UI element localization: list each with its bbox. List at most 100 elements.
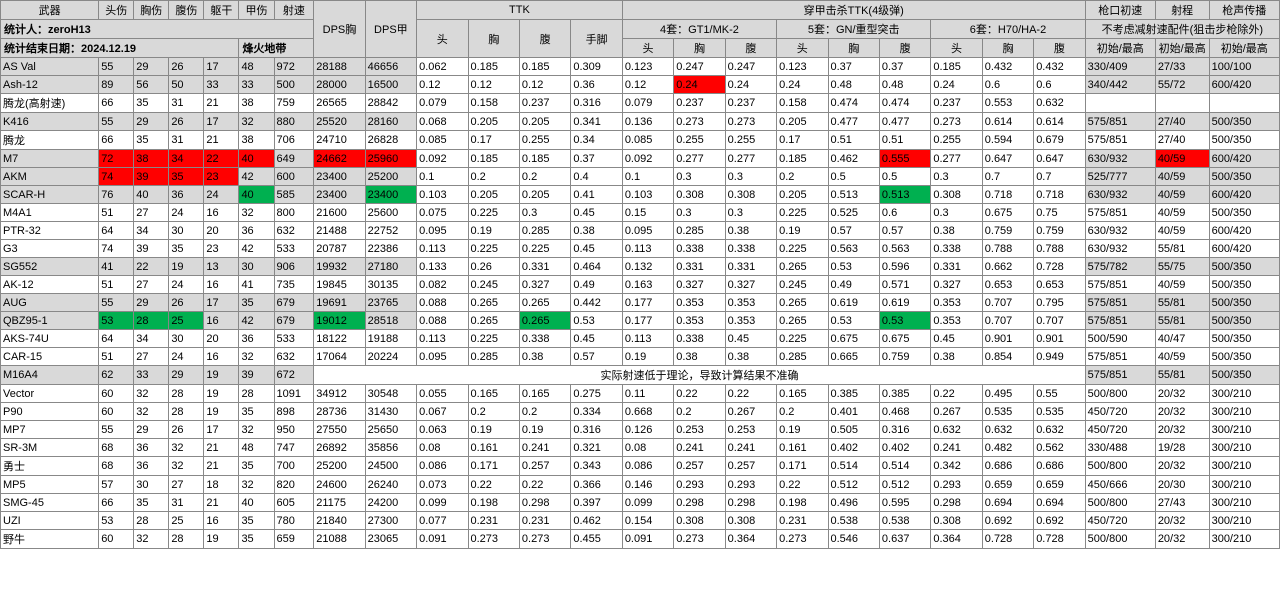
cell: 500/350 <box>1209 312 1279 330</box>
weapon-name: Vector <box>1 385 99 403</box>
cell: 26 <box>169 294 204 312</box>
cell: 24 <box>169 204 204 222</box>
cell: 0.308 <box>674 512 725 530</box>
cell: 0.2 <box>468 168 519 186</box>
cell: 0.273 <box>725 113 776 131</box>
cell: 40 <box>134 186 169 204</box>
cell: 16500 <box>365 76 416 94</box>
cell: 19 <box>204 385 239 403</box>
cell: 35 <box>134 131 169 150</box>
cell: 16 <box>204 312 239 330</box>
cell: 0.505 <box>828 421 879 439</box>
cell: 300/210 <box>1209 457 1279 476</box>
cell: 55/81 <box>1155 366 1209 385</box>
cell: 29 <box>134 421 169 439</box>
table-row: AS Val552926174897228188466560.0620.1850… <box>1 58 1280 76</box>
cell: 0.327 <box>931 276 982 294</box>
cell: 28 <box>239 385 274 403</box>
cell: 0.675 <box>982 204 1033 222</box>
cell: 35 <box>239 457 274 476</box>
weapon-name: M4A1 <box>1 204 99 222</box>
cell: 0.632 <box>931 421 982 439</box>
cell: 21 <box>204 131 239 150</box>
cell: 0.205 <box>519 113 570 131</box>
cell: 0.402 <box>828 439 879 457</box>
cell: 76 <box>99 186 134 204</box>
cell: 28736 <box>314 403 365 421</box>
cell: 820 <box>274 476 314 494</box>
cell: 0.41 <box>571 186 622 204</box>
cell: 0.53 <box>828 312 879 330</box>
table-row: 勇士683632213570025200245000.0860.1710.257… <box>1 457 1280 476</box>
cell: 39 <box>239 366 274 385</box>
a5-belly: 腹 <box>879 39 930 58</box>
cell: 0.512 <box>828 476 879 494</box>
armor-set6: 6套：H70/HA-2 <box>931 20 1085 39</box>
cell: 0.185 <box>777 150 828 168</box>
cell: 29 <box>134 58 169 76</box>
cell: 0.728 <box>1034 258 1085 276</box>
cell: 0.293 <box>674 476 725 494</box>
cell: 759 <box>274 94 314 113</box>
cell: 0.331 <box>931 258 982 276</box>
cell: 26 <box>169 58 204 76</box>
cell: 35856 <box>365 439 416 457</box>
cell: 0.265 <box>519 294 570 312</box>
cell: 0.198 <box>468 494 519 512</box>
cell: 57 <box>99 476 134 494</box>
weapon-name: Ash-12 <box>1 76 99 94</box>
cell: 0.253 <box>725 421 776 439</box>
cell: 23400 <box>314 168 365 186</box>
cell: 55 <box>99 113 134 131</box>
cell: 0.477 <box>828 113 879 131</box>
cell: 0.22 <box>468 476 519 494</box>
cell: 0.086 <box>417 457 468 476</box>
cell: 0.298 <box>519 494 570 512</box>
cell: 0.1 <box>417 168 468 186</box>
cell: 0.247 <box>674 58 725 76</box>
cell: 898 <box>274 403 314 421</box>
cell: 21840 <box>314 512 365 530</box>
cell: 880 <box>274 113 314 131</box>
cell: 24662 <box>314 150 365 168</box>
cell: 0.474 <box>828 94 879 113</box>
cell: 0.338 <box>931 240 982 258</box>
cell: 35 <box>239 294 274 312</box>
cell: 300/210 <box>1209 512 1279 530</box>
cell: 16 <box>204 348 239 366</box>
cell: 30 <box>169 222 204 240</box>
cell: 0.22 <box>725 385 776 403</box>
cell: 0.267 <box>931 403 982 421</box>
cell: 0.225 <box>468 330 519 348</box>
table-row: M4A1512724163280021600256000.0750.2250.3… <box>1 204 1280 222</box>
cell: 36 <box>169 186 204 204</box>
cell: 0.24 <box>674 76 725 94</box>
cell: 0.198 <box>777 494 828 512</box>
cell: 19012 <box>314 312 365 330</box>
cell: 26 <box>169 421 204 439</box>
cell: 0.255 <box>674 131 725 150</box>
cell: 0.514 <box>879 457 930 476</box>
cell: 500/350 <box>1209 294 1279 312</box>
cell: 20/32 <box>1155 403 1209 421</box>
cell: 0.068 <box>417 113 468 131</box>
cell: 0.759 <box>1034 222 1085 240</box>
cell: 0.273 <box>777 530 828 549</box>
cell: 0.285 <box>777 348 828 366</box>
cell: 28 <box>169 385 204 403</box>
cell: 35 <box>239 512 274 530</box>
cell: 0.088 <box>417 294 468 312</box>
cell: 0.496 <box>828 494 879 512</box>
cell: 0.08 <box>417 439 468 457</box>
cell: 500/800 <box>1085 530 1155 549</box>
table-row: AUG552926173567919691237650.0880.2650.26… <box>1 294 1280 312</box>
cell: 0.707 <box>982 294 1033 312</box>
cell: 0.158 <box>777 94 828 113</box>
cell: 23400 <box>314 186 365 204</box>
cell: 0.571 <box>879 276 930 294</box>
cell: 0.6 <box>982 76 1033 94</box>
cell: 0.091 <box>417 530 468 549</box>
cell: 0.177 <box>622 312 673 330</box>
cell: 950 <box>274 421 314 439</box>
cell: 20787 <box>314 240 365 258</box>
